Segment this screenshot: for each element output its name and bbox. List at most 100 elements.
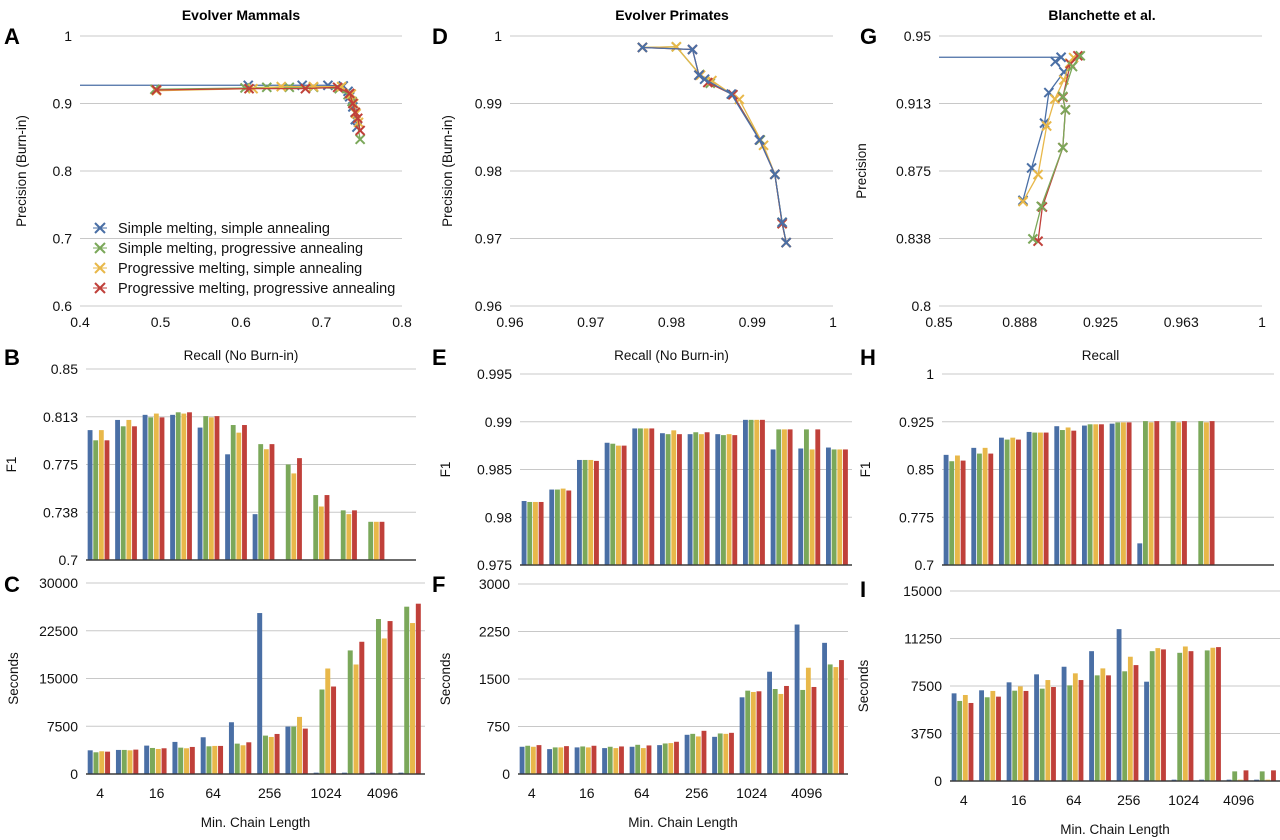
x-tick-label: 1024: [311, 785, 342, 801]
bar-progressive-simple: [778, 693, 784, 774]
bar-simple-simple: [767, 671, 772, 774]
y-tick-label: 1: [926, 366, 934, 382]
x-tick-label: 256: [685, 785, 709, 801]
bar-progressive-progressive: [968, 702, 974, 781]
data-point: [1060, 104, 1071, 116]
data-point: [769, 169, 781, 180]
bar-progressive-simple: [723, 733, 729, 774]
bar-simple-simple: [712, 736, 717, 774]
bar-progressive-progressive: [787, 429, 793, 565]
bar-simple-progressive: [347, 650, 353, 774]
x-tick-label: 16: [579, 785, 595, 801]
y-tick-label: 750: [487, 719, 511, 735]
x-tick-label: 64: [1066, 792, 1082, 808]
x-tick-label: 1024: [1168, 792, 1199, 808]
bar-progressive-simple: [962, 694, 968, 781]
bar-simple-simple: [943, 454, 949, 565]
y-tick-label: 0.775: [43, 457, 78, 473]
bar-progressive-simple: [805, 667, 811, 774]
y-axis-label: F1: [4, 457, 19, 473]
panel-e-f1-bar-chart: 0.975 0.98 0.985 0.99 0.995 E F1: [432, 345, 852, 573]
panel-letter: C: [4, 572, 20, 597]
bar-simple-progressive: [949, 461, 955, 565]
bar-progressive-progressive: [1106, 675, 1111, 781]
bar-progressive-progressive: [297, 458, 302, 560]
data-point: [1058, 66, 1070, 78]
series-line-simple-simple: [80, 84, 358, 128]
y-tick-label: 1500: [479, 671, 510, 687]
bar-simple-simple: [1006, 682, 1012, 781]
bar-simple-simple: [252, 514, 258, 560]
bar-progressive-progressive: [189, 746, 195, 774]
y-tick-label: 0.738: [43, 504, 78, 520]
bar-progressive-simple: [268, 736, 274, 774]
bar-simple-simple: [1061, 666, 1067, 781]
bar-simple-simple: [822, 642, 827, 774]
bar-simple-progressive: [803, 429, 809, 565]
bar-simple-progressive: [262, 735, 268, 774]
bar-simple-simple: [602, 748, 607, 774]
data-point: [308, 81, 319, 92]
bar-progressive-simple: [982, 447, 988, 565]
bar-simple-progressive: [662, 743, 668, 774]
bar-progressive-simple: [126, 419, 132, 560]
bar-simple-simple: [547, 749, 552, 774]
bar-simple-simple: [657, 745, 662, 774]
bar-progressive-simple: [155, 748, 161, 774]
bar-progressive-progressive: [811, 686, 817, 774]
bar-progressive-progressive: [324, 495, 330, 560]
bar-simple-simple: [1109, 423, 1115, 565]
bar-progressive-progressive: [594, 460, 599, 565]
x-axis-label: Min. Chain Length: [628, 815, 738, 830]
bar-progressive-simple: [1176, 422, 1182, 565]
panel-letter: H: [860, 345, 876, 370]
legend-label: Simple melting, progressive annealing: [118, 241, 363, 257]
y-tick-label: 0.97: [475, 231, 502, 247]
bar-simple-progressive: [1198, 421, 1204, 565]
x-tick-label: 0.963: [1164, 314, 1199, 330]
column-title-primates: Evolver Primates: [615, 7, 729, 23]
bar-simple-progressive: [554, 489, 560, 565]
data-point: [754, 134, 765, 146]
bar-simple-progressive: [976, 453, 982, 565]
bar-simple-progressive: [206, 746, 212, 774]
data-point: [347, 98, 359, 109]
bar-progressive-progressive: [387, 621, 393, 774]
data-point: [1017, 196, 1029, 207]
bar-progressive-simple: [1204, 422, 1209, 565]
x-tick-label: 4096: [367, 785, 398, 801]
y-tick-label: 1: [494, 28, 502, 44]
bar-simple-progressive: [635, 744, 641, 774]
x-tick-label: 64: [634, 785, 650, 801]
data-point: [276, 81, 287, 92]
bar-progressive-progressive: [1209, 421, 1215, 565]
data-point: [1049, 93, 1061, 105]
legend-label: Progressive melting, simple annealing: [118, 261, 362, 277]
panel-h-f1-bar-chart: 0.7 0.775 0.85 0.925 1 H F1: [858, 345, 1274, 573]
legend: Simple melting, simple annealing Simple m…: [93, 221, 395, 297]
x-tick-label: 0.7: [312, 314, 332, 330]
legend-label: Simple melting, simple annealing: [118, 221, 330, 237]
bar-progressive-progressive: [1078, 680, 1084, 781]
bar-progressive-progressive: [1133, 665, 1139, 781]
bar-progressive-simple: [695, 736, 701, 774]
data-point: [1072, 50, 1084, 62]
bar-progressive-progressive: [784, 685, 789, 774]
bar-simple-progressive: [1012, 690, 1018, 781]
bar-progressive-simple: [955, 455, 960, 565]
bar-simple-progressive: [582, 459, 588, 565]
bar-simple-simple: [1116, 629, 1122, 781]
panel-g-precision-recall-scatter: 0.8 0.838 0.875 0.913 0.95 0.85 0.888 0.925 0.96…: [854, 24, 1266, 363]
bar-progressive-progressive: [960, 460, 966, 565]
y-tick-label: 11250: [904, 631, 942, 647]
x-axis-label: Recall (No Burn-in): [184, 348, 299, 363]
x-tick-label: 0.888: [1002, 314, 1037, 330]
bar-progressive-simple: [1045, 680, 1051, 781]
data-point: [1027, 233, 1039, 245]
bar-progressive-simple: [990, 690, 996, 781]
bar-progressive-simple: [1210, 647, 1216, 781]
bar-simple-simple: [285, 726, 291, 774]
bar-progressive-simple: [1065, 427, 1071, 565]
panel-letter: F: [432, 572, 445, 597]
bar-progressive-simple: [1237, 779, 1243, 781]
